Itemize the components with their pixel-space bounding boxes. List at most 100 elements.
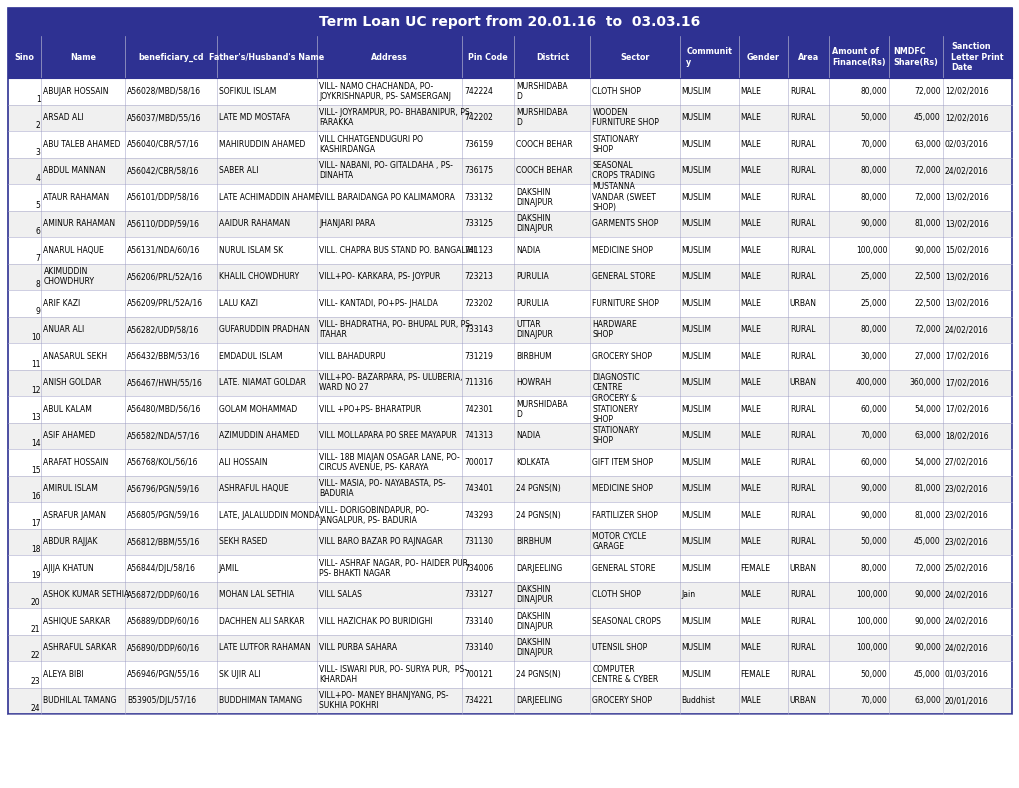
Text: 742224: 742224 bbox=[464, 87, 492, 96]
Text: BUDHILAL TAMANG: BUDHILAL TAMANG bbox=[44, 697, 117, 705]
Text: URBAN: URBAN bbox=[789, 378, 816, 387]
Text: MALE: MALE bbox=[740, 431, 761, 440]
Text: RURAL: RURAL bbox=[789, 272, 814, 281]
Text: 30,000: 30,000 bbox=[860, 351, 887, 361]
Text: AZIMUDDIN AHAMED: AZIMUDDIN AHAMED bbox=[218, 431, 299, 440]
Text: A56844/DJL/58/16: A56844/DJL/58/16 bbox=[127, 563, 196, 573]
Text: 50,000: 50,000 bbox=[860, 537, 887, 546]
Text: A56042/CBR/58/16: A56042/CBR/58/16 bbox=[127, 166, 200, 175]
Text: MUSLIM: MUSLIM bbox=[681, 299, 711, 308]
Text: LATE LUTFOR RAHAMAN: LATE LUTFOR RAHAMAN bbox=[218, 643, 310, 652]
Text: Address: Address bbox=[371, 53, 408, 61]
Bar bbox=[8, 449, 1011, 475]
Text: Sector: Sector bbox=[620, 53, 649, 61]
Text: MALE: MALE bbox=[740, 113, 761, 122]
Text: 18: 18 bbox=[31, 545, 41, 554]
Text: ASHIQUE SARKAR: ASHIQUE SARKAR bbox=[44, 617, 111, 626]
Text: VILL- 18B MIAJAN OSAGAR LANE, PO-
CIRCUS AVENUE, PS- KARAYA: VILL- 18B MIAJAN OSAGAR LANE, PO- CIRCUS… bbox=[319, 452, 460, 472]
Text: COOCH BEHAR: COOCH BEHAR bbox=[516, 166, 573, 175]
Text: 13/02/2016: 13/02/2016 bbox=[944, 272, 987, 281]
Text: 15: 15 bbox=[31, 466, 41, 474]
Text: 24 PGNS(N): 24 PGNS(N) bbox=[516, 511, 560, 520]
Text: NADIA: NADIA bbox=[516, 431, 540, 440]
Text: 22,500: 22,500 bbox=[913, 299, 940, 308]
Text: MUSLIM: MUSLIM bbox=[681, 87, 711, 96]
Bar bbox=[8, 661, 1011, 687]
Text: 24 PGNS(N): 24 PGNS(N) bbox=[516, 670, 560, 678]
Text: 20: 20 bbox=[31, 598, 41, 607]
Text: 3: 3 bbox=[36, 147, 41, 157]
Text: VILL- ASHRAF NAGAR, PO- HAIDER PUR,
PS- BHAKTI NAGAR: VILL- ASHRAF NAGAR, PO- HAIDER PUR, PS- … bbox=[319, 559, 470, 578]
Bar bbox=[8, 422, 1011, 449]
Text: 25/02/2016: 25/02/2016 bbox=[944, 563, 987, 573]
Text: FURNITURE SHOP: FURNITURE SHOP bbox=[592, 299, 658, 308]
Text: 741313: 741313 bbox=[464, 431, 492, 440]
Text: URBAN: URBAN bbox=[789, 299, 816, 308]
Text: 736159: 736159 bbox=[464, 139, 492, 149]
Text: ASHRAFUL SARKAR: ASHRAFUL SARKAR bbox=[44, 643, 117, 652]
Text: 360,000: 360,000 bbox=[908, 378, 940, 387]
Text: VILL+PO- KARKARA, PS- JOYPUR: VILL+PO- KARKARA, PS- JOYPUR bbox=[319, 272, 440, 281]
Text: STATIONARY
SHOP: STATIONARY SHOP bbox=[592, 135, 638, 154]
Text: 15/02/2016: 15/02/2016 bbox=[944, 246, 987, 255]
Text: 72,000: 72,000 bbox=[913, 87, 940, 96]
Text: MUSLIM: MUSLIM bbox=[681, 670, 711, 678]
Text: 21: 21 bbox=[31, 625, 41, 634]
Text: LATE, JALALUDDIN MONDA: LATE, JALALUDDIN MONDA bbox=[218, 511, 319, 520]
Text: 100,000: 100,000 bbox=[855, 617, 887, 626]
Text: 90,000: 90,000 bbox=[860, 485, 887, 493]
Text: RURAL: RURAL bbox=[789, 590, 814, 599]
Text: 12: 12 bbox=[31, 386, 41, 395]
Text: AMINUR RAHAMAN: AMINUR RAHAMAN bbox=[44, 219, 115, 229]
Text: 734006: 734006 bbox=[464, 563, 493, 573]
Text: LALU KAZI: LALU KAZI bbox=[218, 299, 258, 308]
Text: 17/02/2016: 17/02/2016 bbox=[944, 351, 987, 361]
Text: SK UJIR ALI: SK UJIR ALI bbox=[218, 670, 260, 678]
Text: 16: 16 bbox=[31, 492, 41, 501]
Text: 72,000: 72,000 bbox=[913, 563, 940, 573]
Text: Sino: Sino bbox=[15, 53, 35, 61]
Text: MUSLIM: MUSLIM bbox=[681, 325, 711, 334]
Text: 13/02/2016: 13/02/2016 bbox=[944, 219, 987, 229]
Text: NURUL ISLAM SK: NURUL ISLAM SK bbox=[218, 246, 282, 255]
Text: 24: 24 bbox=[31, 704, 41, 713]
Text: A56768/KOL/56/16: A56768/KOL/56/16 bbox=[127, 458, 199, 466]
Text: VILL- NABANI, PO- GITALDAHA , PS-
DINAHTA: VILL- NABANI, PO- GITALDAHA , PS- DINAHT… bbox=[319, 161, 452, 180]
Text: 50,000: 50,000 bbox=[860, 113, 887, 122]
Text: ANISH GOLDAR: ANISH GOLDAR bbox=[44, 378, 102, 387]
Text: RURAL: RURAL bbox=[789, 351, 814, 361]
Text: RURAL: RURAL bbox=[789, 431, 814, 440]
Text: A56946/PGN/55/16: A56946/PGN/55/16 bbox=[127, 670, 200, 678]
Text: MALE: MALE bbox=[740, 617, 761, 626]
Text: RURAL: RURAL bbox=[789, 325, 814, 334]
Text: 70,000: 70,000 bbox=[860, 139, 887, 149]
Text: ABU TALEB AHAMED: ABU TALEB AHAMED bbox=[44, 139, 121, 149]
Text: A56890/DDP/60/16: A56890/DDP/60/16 bbox=[127, 643, 200, 652]
Text: Jain: Jain bbox=[681, 590, 695, 599]
Text: 23/02/2016: 23/02/2016 bbox=[944, 511, 987, 520]
Text: VILL+PO- MANEY BHANJYANG, PS-
SUKHIA POKHRI: VILL+PO- MANEY BHANJYANG, PS- SUKHIA POK… bbox=[319, 691, 448, 711]
Text: SEASONAL
CROPS TRADING: SEASONAL CROPS TRADING bbox=[592, 161, 654, 180]
Text: MALE: MALE bbox=[740, 166, 761, 175]
Text: 700017: 700017 bbox=[464, 458, 492, 466]
Text: MALE: MALE bbox=[740, 87, 761, 96]
Bar bbox=[8, 263, 1011, 290]
Text: BUDDHIMAN TAMANG: BUDDHIMAN TAMANG bbox=[218, 697, 302, 705]
Text: 45,000: 45,000 bbox=[913, 113, 940, 122]
Text: VILL- KANTADI, PO+PS- JHALDA: VILL- KANTADI, PO+PS- JHALDA bbox=[319, 299, 437, 308]
Bar bbox=[8, 634, 1011, 661]
Text: 90,000: 90,000 bbox=[913, 643, 940, 652]
Text: SEASONAL CROPS: SEASONAL CROPS bbox=[592, 617, 660, 626]
Text: 60,000: 60,000 bbox=[860, 405, 887, 414]
Text: DIAGNOSTIC
CENTRE: DIAGNOSTIC CENTRE bbox=[592, 373, 639, 392]
Text: 90,000: 90,000 bbox=[860, 511, 887, 520]
Bar bbox=[8, 131, 1011, 158]
Text: 80,000: 80,000 bbox=[860, 325, 887, 334]
Text: 80,000: 80,000 bbox=[860, 563, 887, 573]
Text: 90,000: 90,000 bbox=[913, 590, 940, 599]
Text: 733127: 733127 bbox=[464, 590, 492, 599]
Text: 11: 11 bbox=[31, 359, 41, 369]
Text: STATIONARY
SHOP: STATIONARY SHOP bbox=[592, 426, 638, 445]
Text: ATAUR RAHAMAN: ATAUR RAHAMAN bbox=[44, 193, 109, 202]
Text: RURAL: RURAL bbox=[789, 537, 814, 546]
